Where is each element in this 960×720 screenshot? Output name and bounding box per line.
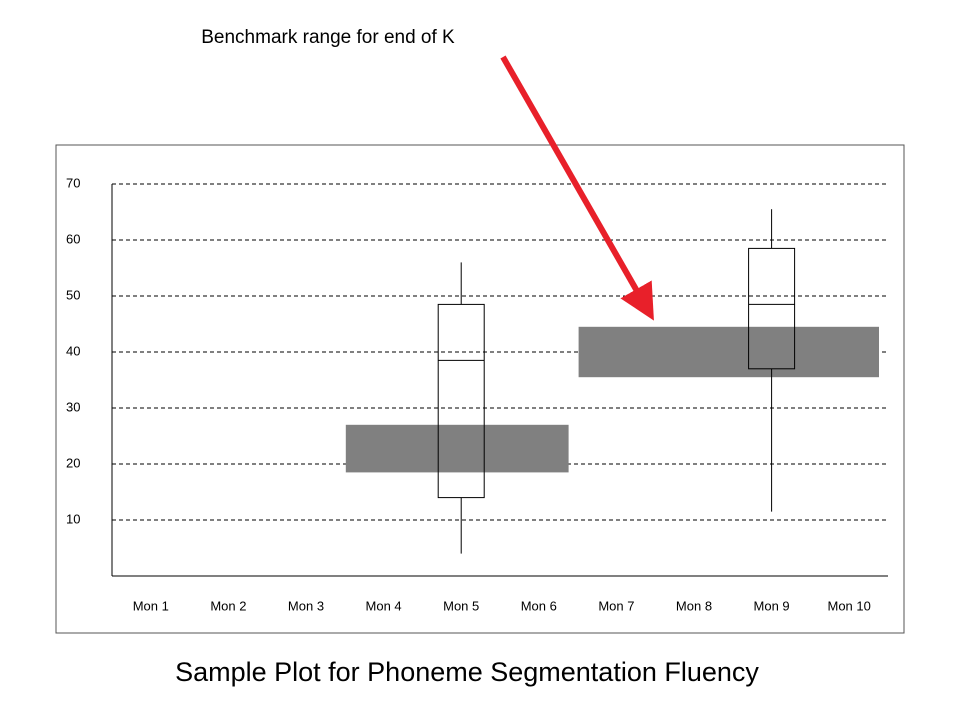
x-tick-label: Mon 2	[210, 598, 246, 613]
y-tick-label: 60	[66, 231, 80, 246]
x-tick-label: Mon 3	[288, 598, 324, 613]
x-tick-label: Mon 9	[754, 598, 790, 613]
chart-frame	[55, 144, 905, 634]
y-tick-label: 30	[66, 399, 80, 414]
x-tick-label: Mon 5	[443, 598, 479, 613]
y-tick-label: 40	[66, 343, 80, 358]
x-tick-label: Mon 7	[598, 598, 634, 613]
y-tick-label: 50	[66, 287, 80, 302]
x-tick-label: Mon 6	[521, 598, 557, 613]
y-tick-label: 70	[66, 175, 80, 190]
annotation: Benchmark range for end of K	[201, 27, 455, 48]
benchmark-range	[345, 424, 569, 473]
x-tick-label: Mon 8	[676, 598, 712, 613]
box	[748, 247, 796, 370]
chart-title: Sample Plot for Phoneme Segmentation Flu…	[175, 657, 759, 687]
box	[437, 303, 485, 499]
plot-area: 10 20 30 40 50 60 70 Mon 1 Mon 2 Mon 3 Mon 4 Mon 5 M…	[66, 175, 888, 613]
y-tick-label: 20	[66, 455, 80, 470]
y-tick-label: 10	[66, 511, 80, 526]
x-tick-label: Mon 1	[133, 598, 169, 613]
x-tick-label: Mon 4	[366, 598, 402, 613]
benchmark-range	[578, 326, 879, 378]
annotation-arrow	[500, 55, 654, 321]
x-tick-label: Mon 10	[828, 598, 871, 613]
